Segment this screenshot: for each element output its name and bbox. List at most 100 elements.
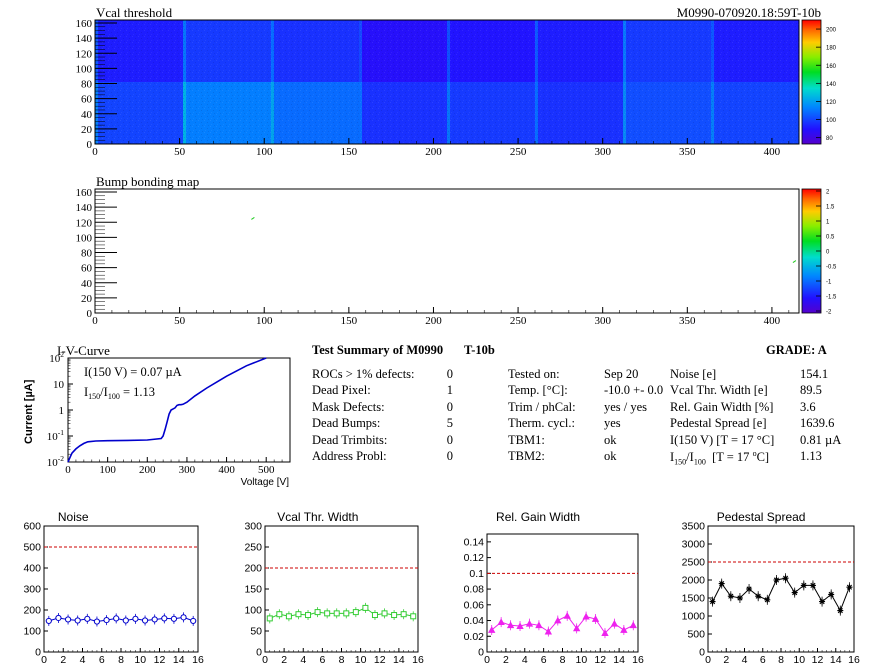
summary-title: Test Summary of M0990 — [312, 343, 444, 357]
test-summary-panel: Test Summary of M0990 T-10b GRADE: A ROC… — [312, 343, 852, 473]
data-point — [45, 617, 52, 625]
x-tick-label: 0 — [65, 464, 71, 476]
data-point — [324, 610, 331, 617]
x-tick-label: 50 — [174, 315, 186, 327]
iv-x-label: Voltage [V] — [241, 477, 290, 488]
data-point — [601, 629, 609, 637]
x-tick-label: 2 — [60, 654, 66, 666]
y-tick-label: 60 — [81, 263, 93, 275]
iv-y-label: Current [µA] — [23, 379, 35, 444]
y-tick-label: 0.12 — [464, 552, 485, 564]
data-point — [314, 609, 321, 616]
roc-chart-2: Rel. Gain Width 0 2 4 6 8 10 12 14 16 0 0.02 0.04 0.0… — [464, 510, 644, 666]
data-point — [819, 598, 826, 605]
x-tick-label: 6 — [99, 654, 105, 666]
data-point — [764, 596, 771, 603]
x-tick-label: 6 — [760, 654, 766, 666]
y-tick-label: 2000 — [682, 575, 706, 587]
data-point — [122, 617, 129, 624]
y-tick-label: 0 — [87, 308, 93, 320]
data-point — [718, 580, 725, 587]
data-point — [782, 575, 789, 582]
x-tick-label: 0 — [92, 315, 98, 327]
data-point — [381, 610, 388, 617]
x-tick-label: 16 — [412, 654, 424, 666]
data-point — [295, 611, 302, 618]
data-point — [563, 611, 571, 619]
data-point — [506, 621, 515, 629]
data-point — [74, 617, 81, 624]
y-tick-label: 10 — [53, 379, 65, 391]
x-tick-label: 150 — [341, 146, 358, 158]
x-tick-label: 0 — [705, 654, 711, 666]
y-tick-label: 3500 — [682, 521, 706, 533]
series-line — [48, 616, 194, 623]
x-tick-label: 14 — [393, 654, 405, 666]
x-tick-label: 16 — [848, 654, 860, 666]
x-tick-label: 300 — [179, 464, 196, 476]
data-point — [620, 626, 628, 633]
y-tick-label: 400 — [23, 563, 41, 575]
data-point — [285, 613, 292, 620]
plot-frame — [43, 525, 199, 653]
z-tick-label: 1 — [826, 220, 830, 226]
y-tick-label: 0 — [87, 139, 93, 151]
y-tick-label: 60 — [81, 94, 93, 106]
x-tick-label: 400 — [764, 315, 781, 327]
summary-label: TBM2: — [508, 449, 545, 463]
x-tick-label: 0 — [262, 654, 268, 666]
x-tick-label: 12 — [154, 654, 166, 666]
y-tick-label: 0.06 — [464, 599, 485, 611]
z-tick-label: -0.5 — [826, 265, 837, 271]
x-tick-label: 300 — [594, 146, 611, 158]
y-axis: 0 20 40 60 80 100 120 140 160 — [76, 187, 117, 320]
x-axis: 0 50 100 150 200 250 300 350 400 — [92, 138, 790, 158]
summary-label: Dead Trimbits: — [312, 432, 388, 447]
data-point — [93, 618, 101, 625]
summary-label: I(150 V) [T = 17 °C] — [670, 432, 775, 447]
z-tick-label: -1 — [826, 280, 832, 286]
summary-value: yes — [604, 416, 621, 431]
data-point — [727, 593, 734, 600]
data-point — [572, 624, 581, 632]
data-point — [343, 610, 350, 617]
y-tick-label: 0.08 — [464, 584, 485, 596]
summary-label: Rel. Gain Width [%] — [670, 399, 774, 414]
z-tick-label: 0 — [826, 250, 830, 256]
series-line — [269, 607, 414, 619]
y-tick-label: 102 — [49, 350, 64, 365]
data-point — [113, 615, 120, 622]
y-tick-label: 50 — [250, 626, 262, 638]
x-tick-label: 12 — [374, 654, 386, 666]
data-point — [535, 621, 543, 629]
x-tick-label: 8 — [339, 654, 345, 666]
data-point — [516, 622, 524, 629]
summary-value: 0 — [446, 432, 453, 447]
color-scale-bar — [802, 20, 821, 144]
summary-value: 154.1 — [800, 367, 829, 381]
bump-defect-points — [251, 217, 797, 263]
x-tick-label: 2 — [281, 654, 287, 666]
y-tick-label: 140 — [76, 202, 93, 214]
data-point — [809, 582, 816, 589]
x-tick-label: 12 — [594, 654, 606, 666]
iv-annotation-ratio: I150/I100 = 1.13 — [84, 385, 155, 401]
x-tick-label: 0 — [484, 654, 490, 666]
color-scale-bar — [802, 189, 821, 313]
summary-value: 1 — [446, 383, 453, 398]
y-tick-label: 200 — [23, 605, 41, 617]
data-point — [333, 610, 340, 617]
data-point — [488, 626, 496, 633]
chart-title: Vcal Thr. Width — [277, 510, 358, 524]
data-point — [132, 615, 139, 622]
y-tick-label: 0 — [478, 647, 484, 659]
x-tick-label: 6 — [541, 654, 547, 666]
roc-chart-1: Vcal Thr. Width 0 2 4 6 8 10 12 14 16 0 50 100 150 200… — [244, 510, 424, 666]
x-tick-label: 16 — [632, 654, 644, 666]
summary-value: 0 — [446, 449, 453, 463]
data-point — [170, 615, 178, 622]
data-point — [410, 613, 417, 620]
